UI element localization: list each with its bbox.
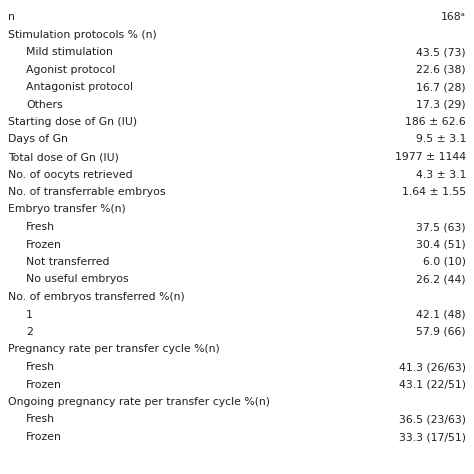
Text: Fresh: Fresh — [26, 362, 55, 372]
Text: 16.7 (28): 16.7 (28) — [416, 82, 466, 92]
Text: Frozen: Frozen — [26, 432, 62, 442]
Text: Frozen: Frozen — [26, 380, 62, 390]
Text: No. of oocyts retrieved: No. of oocyts retrieved — [8, 170, 133, 180]
Text: 33.3 (17/51): 33.3 (17/51) — [399, 432, 466, 442]
Text: 1.64 ± 1.55: 1.64 ± 1.55 — [402, 187, 466, 197]
Text: Stimulation protocols % (n): Stimulation protocols % (n) — [8, 29, 157, 39]
Text: 43.1 (22/51): 43.1 (22/51) — [399, 380, 466, 390]
Text: Mild stimulation: Mild stimulation — [26, 47, 113, 57]
Text: 4.3 ± 3.1: 4.3 ± 3.1 — [416, 170, 466, 180]
Text: 186 ± 62.6: 186 ± 62.6 — [405, 117, 466, 127]
Text: Days of Gn: Days of Gn — [8, 135, 68, 145]
Text: n: n — [8, 12, 15, 22]
Text: Frozen: Frozen — [26, 239, 62, 249]
Text: 41.3 (26/63): 41.3 (26/63) — [399, 362, 466, 372]
Text: No. of transferrable embryos: No. of transferrable embryos — [8, 187, 165, 197]
Text: Antagonist protocol: Antagonist protocol — [26, 82, 133, 92]
Text: 6.0 (10): 6.0 (10) — [423, 257, 466, 267]
Text: Embryo transfer %(n): Embryo transfer %(n) — [8, 204, 126, 215]
Text: 57.9 (66): 57.9 (66) — [416, 327, 466, 337]
Text: Total dose of Gn (IU): Total dose of Gn (IU) — [8, 152, 119, 162]
Text: 43.5 (73): 43.5 (73) — [416, 47, 466, 57]
Text: 1: 1 — [26, 310, 33, 319]
Text: No useful embryos: No useful embryos — [26, 274, 128, 284]
Text: 30.4 (51): 30.4 (51) — [416, 239, 466, 249]
Text: Starting dose of Gn (IU): Starting dose of Gn (IU) — [8, 117, 137, 127]
Text: Fresh: Fresh — [26, 414, 55, 425]
Text: 17.3 (29): 17.3 (29) — [416, 100, 466, 109]
Text: 1977 ± 1144: 1977 ± 1144 — [395, 152, 466, 162]
Text: 37.5 (63): 37.5 (63) — [416, 222, 466, 232]
Text: Pregnancy rate per transfer cycle %(n): Pregnancy rate per transfer cycle %(n) — [8, 345, 220, 355]
Text: 42.1 (48): 42.1 (48) — [416, 310, 466, 319]
Text: Ongoing pregnancy rate per transfer cycle %(n): Ongoing pregnancy rate per transfer cycl… — [8, 397, 270, 407]
Text: No. of embryos transferred %(n): No. of embryos transferred %(n) — [8, 292, 185, 302]
Text: 26.2 (44): 26.2 (44) — [416, 274, 466, 284]
Text: Others: Others — [26, 100, 63, 109]
Text: 22.6 (38): 22.6 (38) — [416, 64, 466, 74]
Text: Fresh: Fresh — [26, 222, 55, 232]
Text: 2: 2 — [26, 327, 33, 337]
Text: Not transferred: Not transferred — [26, 257, 109, 267]
Text: 168ᵃ: 168ᵃ — [441, 12, 466, 22]
Text: Agonist protocol: Agonist protocol — [26, 64, 115, 74]
Text: 9.5 ± 3.1: 9.5 ± 3.1 — [416, 135, 466, 145]
Text: 36.5 (23/63): 36.5 (23/63) — [399, 414, 466, 425]
